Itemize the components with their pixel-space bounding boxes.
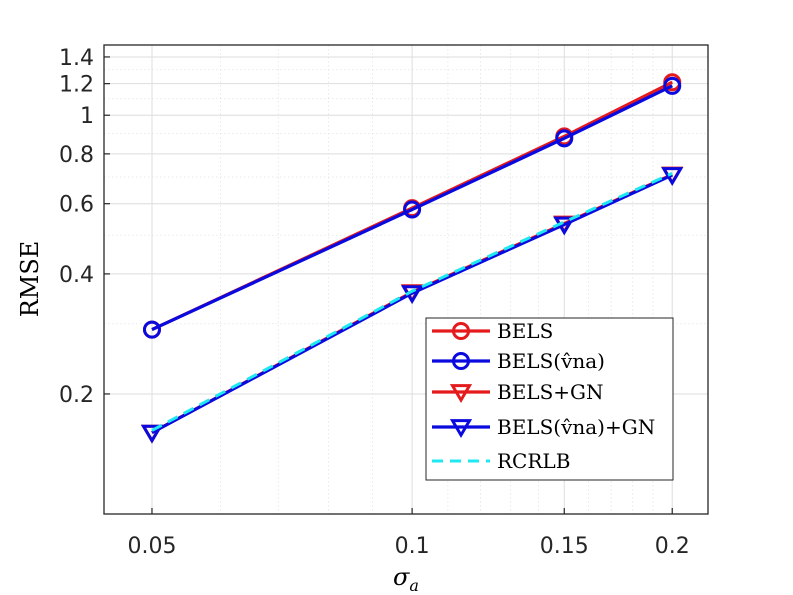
x-tick-labels: 0.05 0.1 0.15 0.2 <box>127 534 689 559</box>
series-line <box>151 173 673 435</box>
y-tick-label: 0.4 <box>59 263 94 288</box>
y-tick-labels: 0.2 0.4 0.6 0.8 1 1.21.4 <box>59 46 94 408</box>
legend-marker <box>452 322 470 340</box>
legend-entry: BELS(v̂na) <box>432 349 605 373</box>
x-axis-label: σa <box>393 563 419 595</box>
legend-entry: BELS <box>432 319 553 343</box>
data-point <box>140 424 164 444</box>
legend-label: BELS(v̂na)+GN <box>497 415 655 439</box>
y-tick-label: 0.2 <box>59 383 94 408</box>
x-tick-label: 0.2 <box>655 534 690 559</box>
legend-label: BELS+GN <box>497 380 604 404</box>
y-tick-label: 1 <box>80 104 94 129</box>
x-tick-label: 0.1 <box>395 534 430 559</box>
legend-label: BELS(v̂na) <box>497 349 605 373</box>
series-line <box>151 171 673 432</box>
legend-marker <box>452 352 470 370</box>
y-tick-label: 1.4 <box>59 46 94 71</box>
x-tick-label: 0.05 <box>127 534 176 559</box>
legend-label: BELS <box>497 319 553 343</box>
legend-marker <box>449 419 473 439</box>
legend-label: RCRLB <box>497 449 570 473</box>
series-1 <box>142 76 682 339</box>
data-point <box>661 167 684 187</box>
series-4 <box>151 171 673 432</box>
data-point <box>403 200 422 219</box>
legend-entry: RCRLB <box>432 449 570 473</box>
legend-entry: BELS+GN <box>432 380 604 404</box>
legend-entry: BELS(v̂na)+GN <box>432 415 655 439</box>
y-tick-label: 0.6 <box>59 193 94 218</box>
y-axis-label: RMSE <box>16 241 44 318</box>
data-point <box>663 76 682 95</box>
y-tick-label: 0.8 <box>59 143 94 168</box>
plot-frame <box>103 44 709 515</box>
legend-marker <box>449 384 473 404</box>
legend: BELS BELS(v̂na) BELS+GN BELS(v̂na)+GN RCRLB <box>425 317 674 481</box>
x-tick-label: 0.15 <box>540 534 589 559</box>
legend-box <box>425 317 674 481</box>
y-tick-label: 1.2 <box>59 73 94 98</box>
data-point <box>555 129 574 148</box>
series-line <box>151 84 673 332</box>
data-point <box>142 320 161 339</box>
series-layer <box>140 73 684 444</box>
